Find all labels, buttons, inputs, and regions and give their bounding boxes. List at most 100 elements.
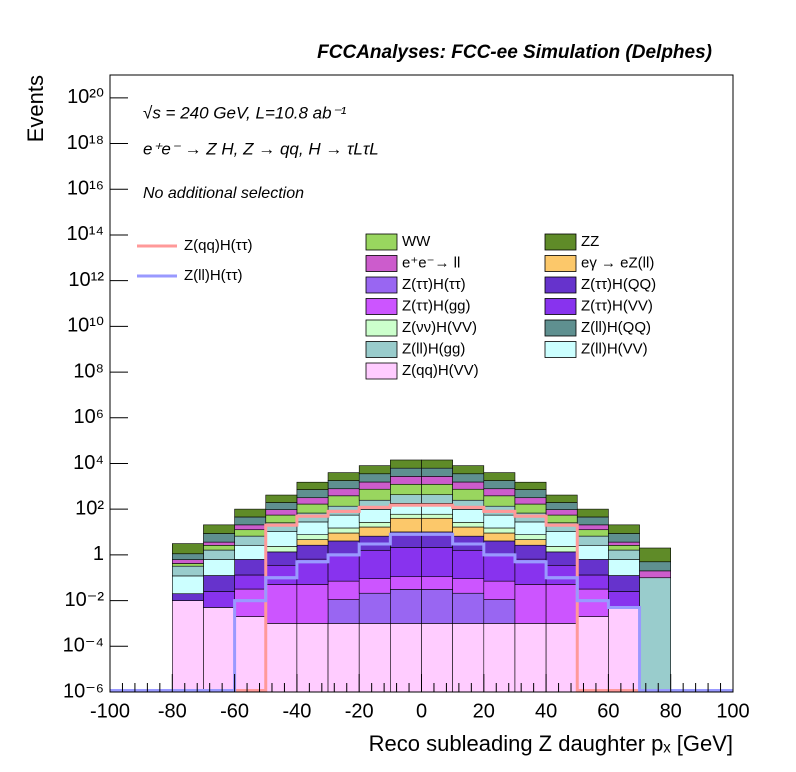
bar-segment — [514, 481, 547, 490]
x-tick-label: -100 — [90, 700, 130, 722]
legend-swatch — [544, 233, 577, 251]
legend-swatch — [544, 276, 577, 294]
bar-segment — [639, 570, 671, 579]
bar-segment — [483, 488, 516, 497]
bar-segment — [203, 559, 235, 576]
legend-swatch — [365, 341, 398, 358]
legend-label: Z(ll)H(gg) — [402, 340, 465, 357]
bar-segment — [452, 578, 485, 594]
bar-segment — [452, 473, 485, 483]
bar-segment — [327, 599, 360, 624]
y-tick-label: 10⁴ — [73, 452, 104, 474]
x-axis-title: Reco subleading Z daughter pₓ [GeV] — [369, 731, 733, 756]
bar-segment — [327, 514, 360, 529]
bar-segment — [203, 524, 235, 534]
bar-segment — [296, 481, 329, 490]
legend-swatch — [365, 319, 398, 337]
legend-label: Z(ττ)H(QQ) — [581, 276, 656, 293]
bar-segment — [483, 599, 516, 624]
annotation: No additional selection — [143, 185, 304, 202]
x-tick-label: -40 — [282, 700, 311, 722]
bar-segment — [514, 544, 547, 560]
y-tick-label: 10¹⁸ — [67, 132, 104, 154]
bar-segment — [327, 580, 360, 600]
bar-segment — [452, 509, 485, 523]
bar-segment — [483, 514, 516, 529]
bar-segment — [234, 516, 267, 526]
bar-segment — [483, 532, 516, 542]
bar-segment — [514, 558, 547, 585]
bar-segment — [576, 574, 609, 590]
bar-segment — [172, 563, 204, 567]
bar-segment — [452, 481, 485, 490]
legend-swatch — [544, 319, 577, 337]
bar-segment — [296, 539, 329, 546]
x-tick-label: 80 — [660, 700, 682, 722]
bar-segment — [545, 546, 578, 553]
legend-swatch — [365, 298, 398, 315]
bar-segment — [545, 494, 578, 503]
bar-segment — [608, 524, 640, 534]
y-tick-label: 10¹² — [68, 269, 104, 291]
bar-segment — [639, 561, 671, 572]
bar-segment — [172, 565, 204, 577]
bar-segment — [358, 592, 391, 624]
bar-segment — [390, 467, 422, 477]
bar-segment — [576, 544, 609, 560]
bar-segment — [172, 543, 204, 555]
bar-segment — [234, 529, 267, 537]
bar-segment — [514, 521, 547, 535]
bar-segment — [265, 584, 298, 624]
bar-segment — [390, 513, 422, 519]
bar-segment — [358, 473, 391, 483]
bar-segment — [234, 524, 267, 531]
bar-segment — [545, 509, 578, 516]
bar-segment — [390, 547, 422, 578]
bar-segment — [265, 531, 298, 547]
x-tick-label: -60 — [220, 700, 249, 722]
x-tick-label: 40 — [535, 700, 557, 722]
bar-segment — [327, 495, 360, 507]
bar-segment — [608, 549, 640, 560]
bar-segment — [639, 577, 671, 693]
x-tick-label: 0 — [416, 700, 427, 722]
legend-label: Z(ττ)H(VV) — [581, 297, 653, 314]
bar-segment — [265, 502, 298, 510]
y-tick-label: 10⁻⁶ — [63, 680, 104, 702]
bar-segment — [265, 564, 298, 585]
legend-label: Z(ll)H(QQ) — [581, 319, 651, 336]
bar-segment — [234, 559, 267, 576]
bar-segment — [514, 503, 547, 514]
bar-segment — [327, 480, 360, 490]
bar-segment — [358, 526, 391, 537]
x-tick-label: -80 — [158, 700, 187, 722]
legend-swatch — [544, 341, 577, 358]
bar-segment — [234, 574, 267, 590]
overlay-connector — [110, 532, 733, 692]
bar-segment — [608, 575, 640, 592]
bar-segment — [234, 616, 267, 693]
bar-segment — [421, 517, 453, 533]
bar-segment — [514, 539, 547, 546]
y-tick-label: 10⁻² — [65, 589, 105, 611]
bar-segment — [327, 488, 360, 497]
y-tick-label: 10⁸ — [73, 360, 104, 382]
bar-segment — [514, 584, 547, 624]
bar-segment — [390, 576, 422, 590]
bar-segment — [514, 623, 547, 693]
legend-label: Z(ll)H(VV) — [581, 340, 648, 357]
x-tick-label: 100 — [716, 700, 749, 722]
bar-segment — [452, 522, 485, 528]
bar-segment — [390, 623, 422, 693]
bar-segment — [421, 467, 453, 477]
bar-segment — [483, 480, 516, 490]
bar-segment — [390, 459, 422, 469]
bar-segment — [296, 489, 329, 499]
bar-segment — [265, 494, 298, 503]
bar-segment — [608, 533, 640, 543]
annotation: √s = 240 GeV, L=10.8 ab⁻¹ — [143, 103, 347, 122]
bar-segment — [172, 559, 204, 564]
y-tick-label: 10² — [75, 497, 104, 519]
bar-segment — [421, 623, 453, 693]
